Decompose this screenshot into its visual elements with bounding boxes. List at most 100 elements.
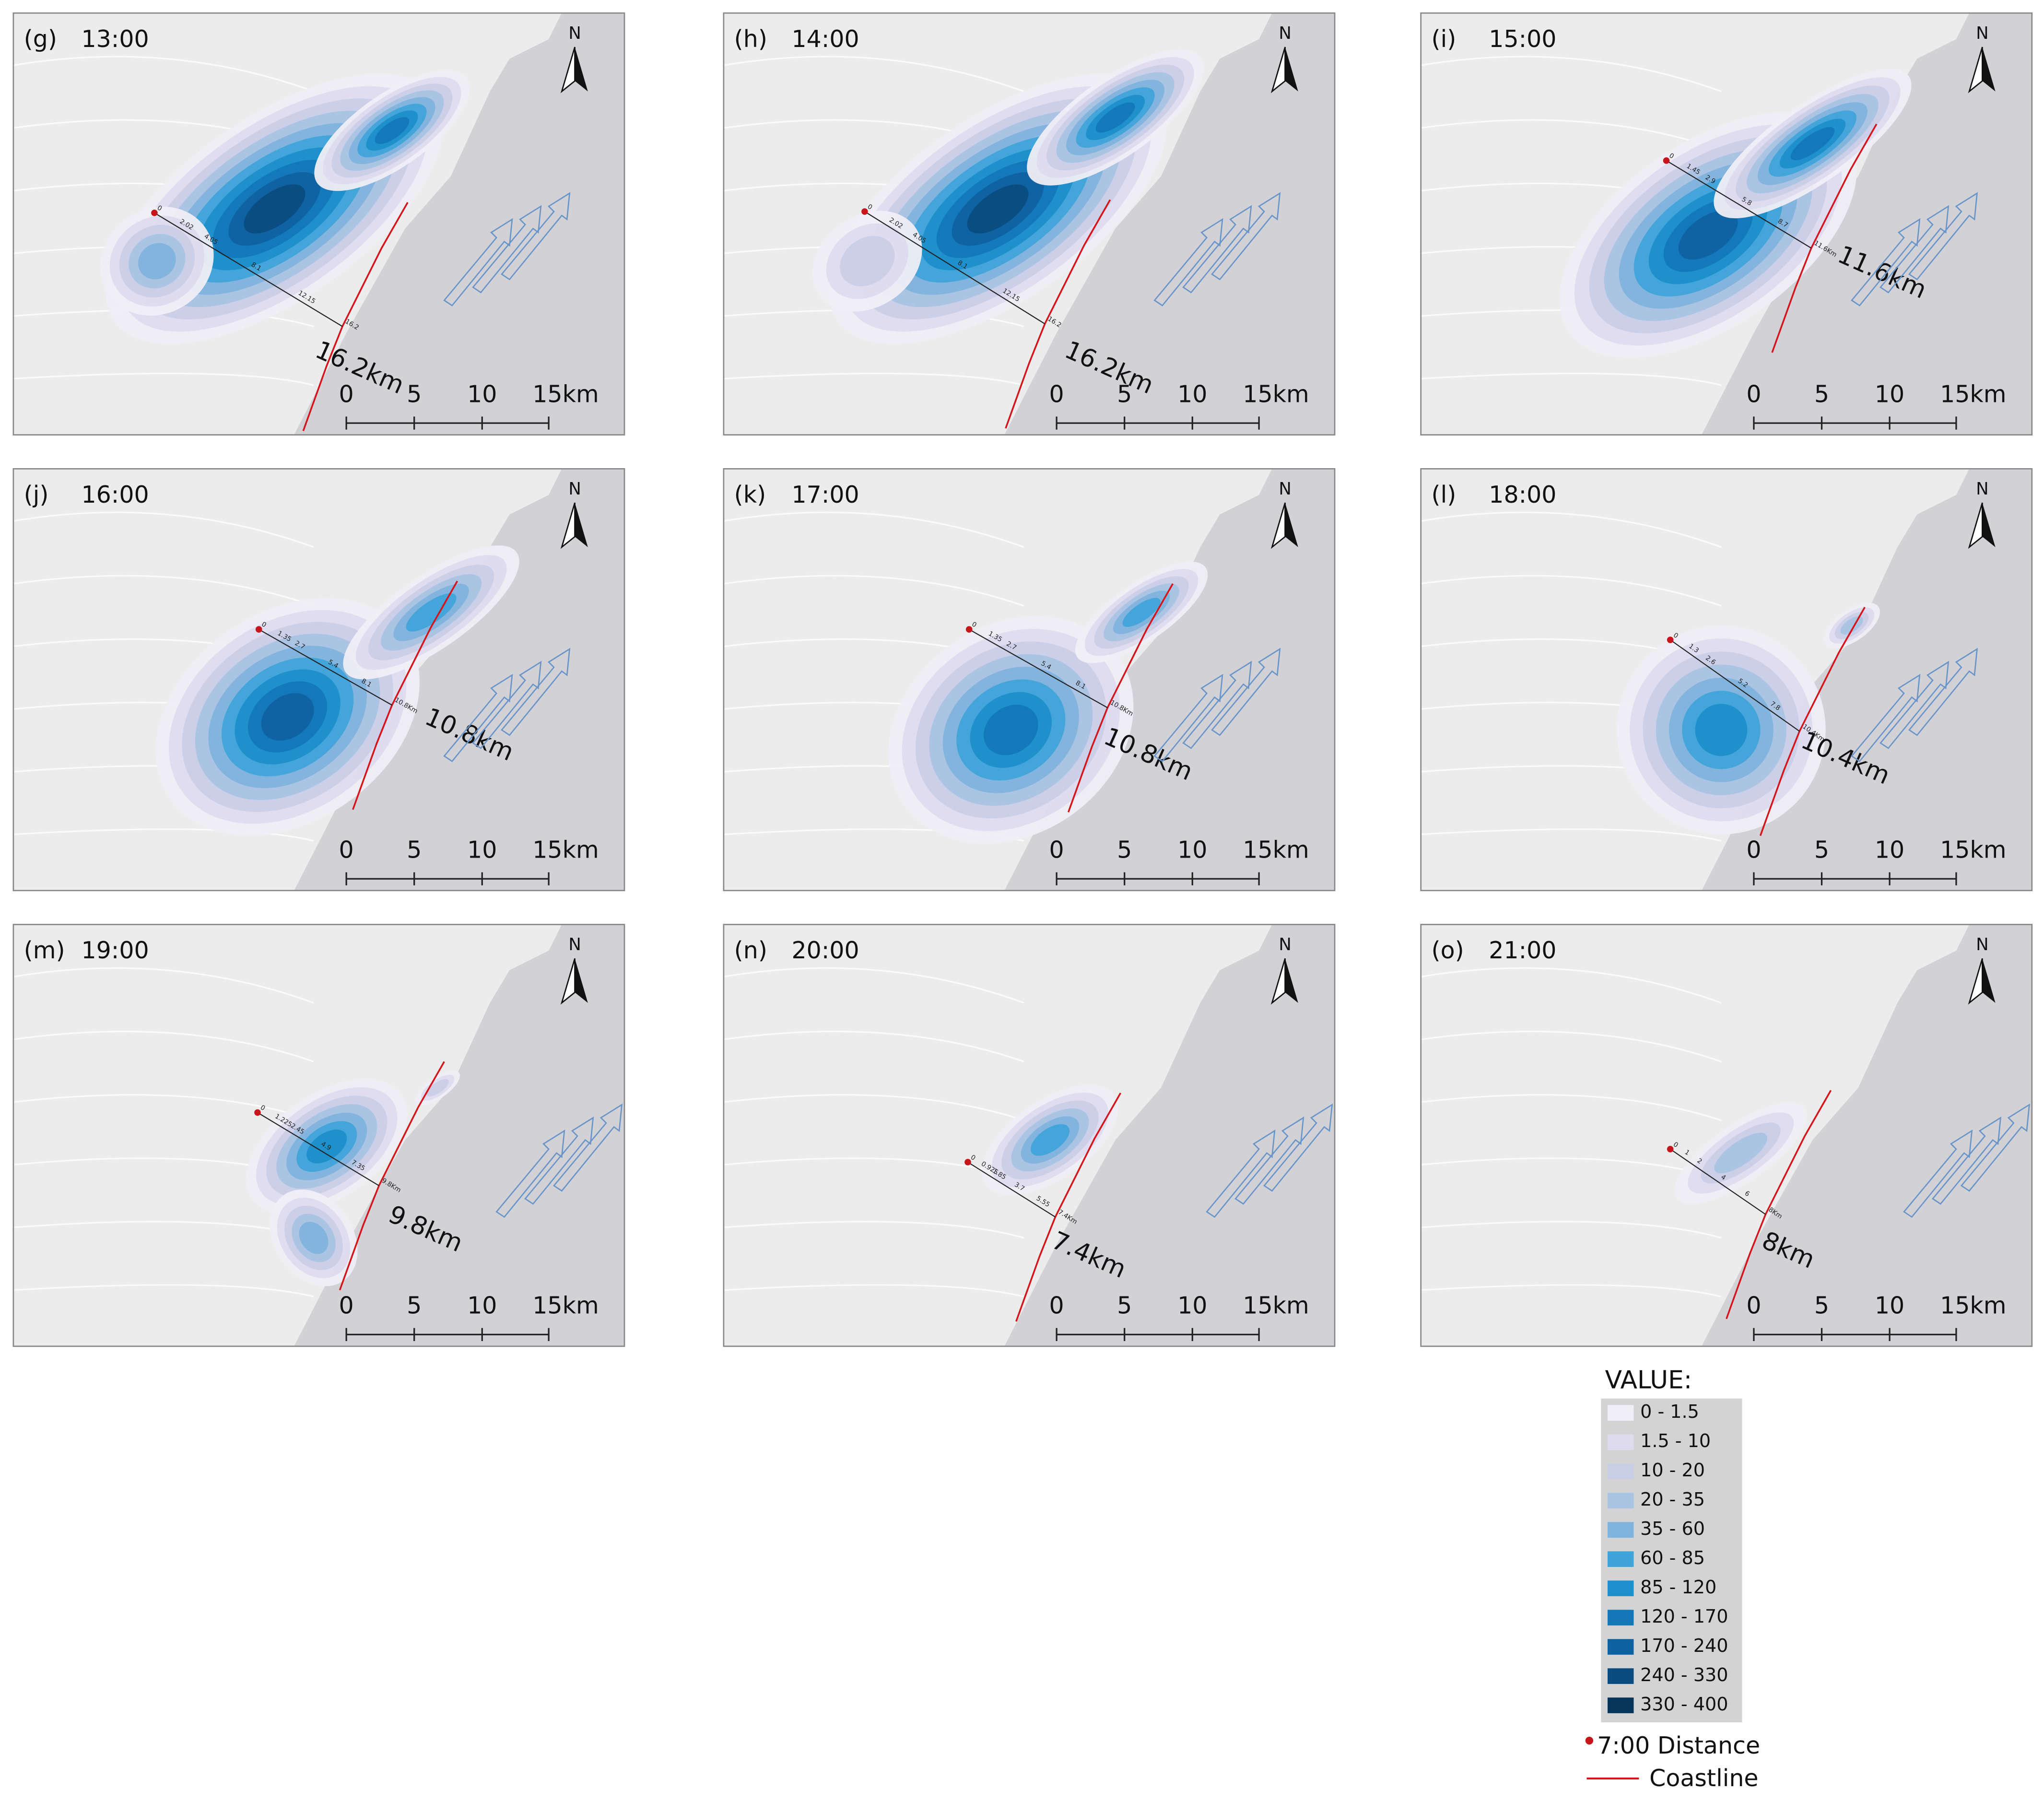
north-label: N xyxy=(1279,24,1291,43)
panel-border xyxy=(723,468,1336,892)
scale-label: 0 xyxy=(1746,380,1761,408)
scale-label: 0 xyxy=(1049,380,1064,408)
panel-label: (i) xyxy=(1431,25,1456,53)
road xyxy=(13,373,314,386)
north-arrow-right xyxy=(575,958,588,1003)
road xyxy=(723,56,1024,93)
panel-time: 17:00 xyxy=(791,481,859,508)
sea xyxy=(1004,13,1335,435)
panel-label: (h) xyxy=(734,25,767,53)
start-point xyxy=(254,1109,261,1116)
panel-label: (o) xyxy=(1431,937,1464,964)
north-arrow-right xyxy=(575,503,588,547)
wind-arrow xyxy=(1851,673,1921,763)
wind-arrow xyxy=(1206,1130,1276,1218)
sea xyxy=(1702,924,2032,1346)
road xyxy=(13,1094,314,1121)
wind-arrow xyxy=(552,1103,623,1192)
legend-swatch xyxy=(1608,1580,1634,1596)
scale-label: 10 xyxy=(467,380,497,408)
north-label: N xyxy=(1976,24,1988,43)
legend-swatch xyxy=(1608,1610,1634,1625)
scale-label: 0 xyxy=(339,380,354,408)
road xyxy=(1421,967,1722,1004)
legend-swatch xyxy=(1608,1668,1634,1684)
density-zone xyxy=(261,693,314,741)
panel-border xyxy=(1420,924,2033,1347)
panel-label: (g) xyxy=(24,25,57,53)
transect xyxy=(258,629,392,706)
start-point xyxy=(1667,636,1674,643)
transect xyxy=(864,211,1045,325)
panel-label: (n) xyxy=(734,937,767,964)
legend-label: 330 - 400 xyxy=(1640,1694,1728,1715)
panel-time: 21:00 xyxy=(1489,937,1556,964)
panel-time: 20:00 xyxy=(791,937,859,964)
panel-time: 16:00 xyxy=(81,481,149,508)
scale-label: 15km xyxy=(532,836,599,864)
wind-arrow xyxy=(1960,1103,2031,1192)
panel-border xyxy=(12,468,625,892)
scale-label: 5 xyxy=(1117,380,1132,408)
north-label: N xyxy=(568,935,581,954)
north-arrow-right xyxy=(1982,958,1996,1003)
wind-arrow xyxy=(1182,660,1252,749)
density-zone xyxy=(426,1079,449,1096)
panel-border xyxy=(723,924,1336,1347)
north-label: N xyxy=(1976,935,1988,954)
scale-label: 15km xyxy=(1940,1292,2006,1319)
north-label: N xyxy=(1279,479,1291,499)
legend-label: 10 - 20 xyxy=(1640,1460,1705,1481)
north-label: N xyxy=(1976,479,1988,499)
wind-arrow xyxy=(1880,205,1950,294)
start-point xyxy=(965,626,973,633)
north-label: N xyxy=(1279,935,1291,954)
road xyxy=(723,1030,1024,1062)
road xyxy=(723,575,1024,607)
scale-label: 15km xyxy=(1243,380,1309,408)
panel-label: (m) xyxy=(24,937,65,964)
road xyxy=(1421,1094,1722,1121)
panel-border xyxy=(1420,468,2033,892)
panel-time: 15:00 xyxy=(1489,25,1556,53)
road xyxy=(723,373,1024,386)
panel-time: 14:00 xyxy=(791,25,859,53)
legend-swatch xyxy=(1608,1405,1634,1421)
start-point xyxy=(1663,157,1670,164)
wind-arrow xyxy=(443,673,513,763)
density-zone xyxy=(840,236,895,287)
road xyxy=(1421,1030,1722,1062)
wind-arrow xyxy=(501,648,571,736)
panel-time: 18:00 xyxy=(1489,481,1556,508)
wind-arrow xyxy=(501,192,571,281)
road xyxy=(13,56,314,93)
wind-arrow xyxy=(443,218,513,306)
road xyxy=(13,575,314,607)
sea xyxy=(294,13,625,435)
map-panel: 01.352.75.48.110.8Km 10.8km(j) 16:00 N0 5 10 1… xyxy=(12,468,625,892)
density-zone xyxy=(375,117,410,144)
scale-label: 15km xyxy=(1243,836,1309,864)
transect xyxy=(969,629,1108,708)
transect xyxy=(1666,160,1812,249)
north-label: N xyxy=(568,479,581,499)
sea xyxy=(294,924,625,1346)
legend-label: 60 - 85 xyxy=(1640,1547,1705,1568)
road xyxy=(1421,575,1722,607)
scale-label: 15km xyxy=(532,380,599,408)
scale-label: 10 xyxy=(1177,836,1207,864)
road xyxy=(723,967,1024,1004)
wind-arrow xyxy=(1931,1116,2002,1205)
wind-arrow xyxy=(1234,1116,1304,1205)
transect xyxy=(1670,1148,1766,1215)
scale-label: 5 xyxy=(1117,1292,1132,1319)
density-zone xyxy=(1678,210,1738,260)
wind-arrow xyxy=(1263,1103,1333,1192)
wind-arrow xyxy=(1153,218,1223,306)
